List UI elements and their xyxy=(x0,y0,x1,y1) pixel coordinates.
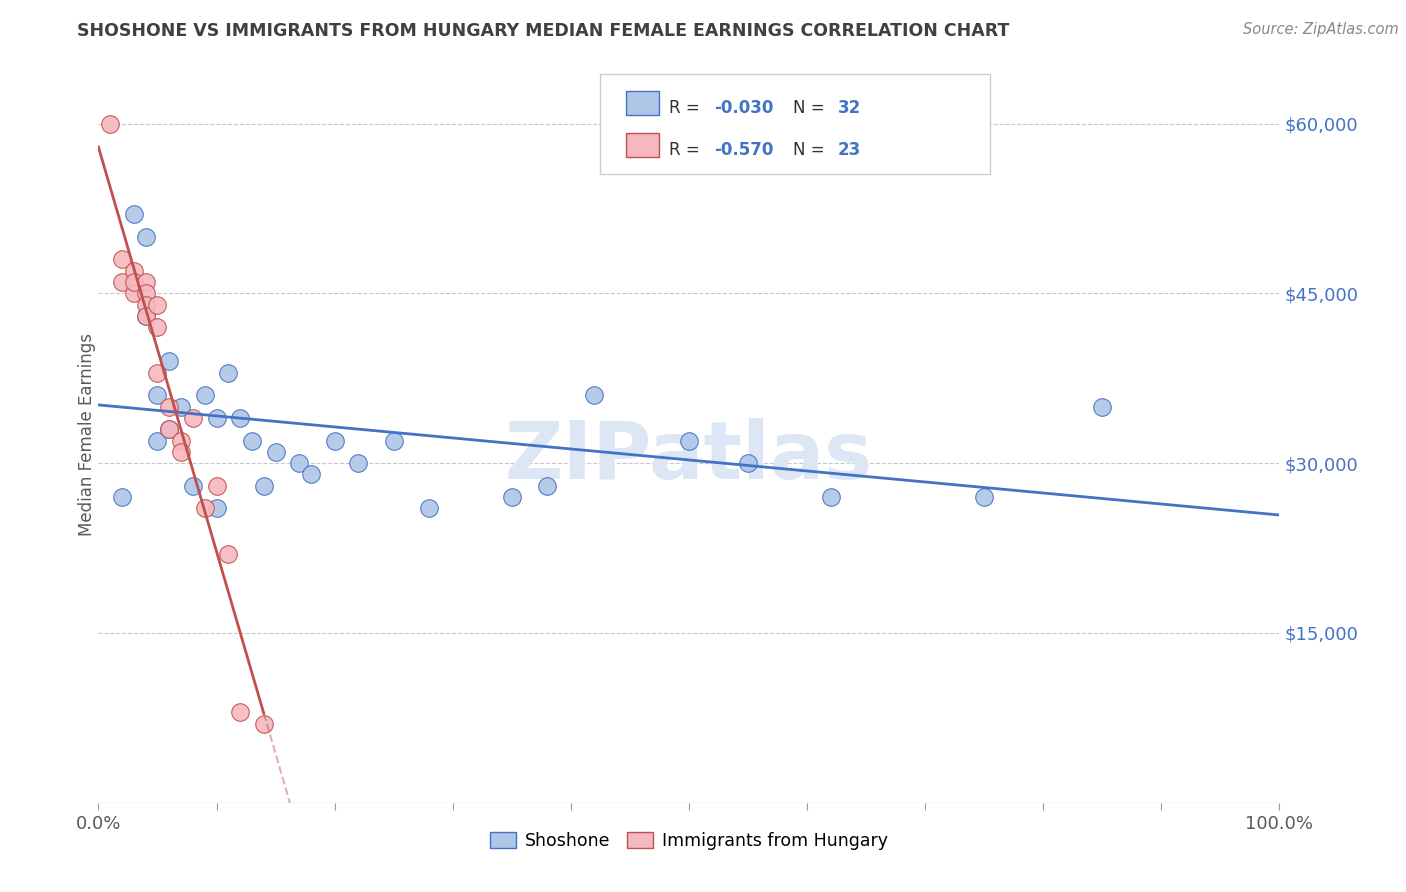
Point xyxy=(217,366,239,380)
Point xyxy=(170,434,193,448)
Point xyxy=(583,388,606,402)
Point xyxy=(181,479,204,493)
Text: Source: ZipAtlas.com: Source: ZipAtlas.com xyxy=(1243,22,1399,37)
Point xyxy=(382,434,405,448)
Point xyxy=(122,207,145,221)
Point xyxy=(194,388,217,402)
Point xyxy=(157,400,180,414)
Point xyxy=(111,490,134,504)
Point xyxy=(323,434,346,448)
Point xyxy=(98,116,121,130)
Point xyxy=(157,354,180,368)
Point xyxy=(146,434,169,448)
Point xyxy=(170,400,193,414)
Point xyxy=(253,479,276,493)
Point xyxy=(229,410,252,425)
Point xyxy=(157,422,180,436)
Point xyxy=(205,479,228,493)
Text: R =: R = xyxy=(669,141,704,160)
Point xyxy=(973,490,995,504)
Point xyxy=(820,490,842,504)
Point xyxy=(299,467,322,482)
Text: SHOSHONE VS IMMIGRANTS FROM HUNGARY MEDIAN FEMALE EARNINGS CORRELATION CHART: SHOSHONE VS IMMIGRANTS FROM HUNGARY MEDI… xyxy=(77,22,1010,40)
Point xyxy=(418,501,440,516)
Point xyxy=(205,501,228,516)
Point xyxy=(122,263,145,277)
Point xyxy=(135,298,157,312)
Point xyxy=(536,479,558,493)
Point xyxy=(217,547,239,561)
Point xyxy=(253,716,276,731)
Point xyxy=(1091,400,1114,414)
Text: 32: 32 xyxy=(838,99,860,117)
Point xyxy=(157,422,180,436)
Point xyxy=(737,456,759,470)
Point xyxy=(264,445,287,459)
Point xyxy=(135,275,157,289)
Text: ZIPatlas: ZIPatlas xyxy=(505,418,873,496)
Point xyxy=(194,501,217,516)
Point xyxy=(347,456,370,470)
FancyBboxPatch shape xyxy=(600,74,990,174)
Point xyxy=(135,229,157,244)
FancyBboxPatch shape xyxy=(626,133,659,157)
Point xyxy=(111,252,134,267)
Legend: Shoshone, Immigrants from Hungary: Shoshone, Immigrants from Hungary xyxy=(482,825,896,856)
Text: 23: 23 xyxy=(838,141,860,160)
Y-axis label: Median Female Earnings: Median Female Earnings xyxy=(79,334,96,536)
Point xyxy=(146,298,169,312)
Point xyxy=(678,434,700,448)
Point xyxy=(240,434,263,448)
Text: -0.570: -0.570 xyxy=(714,141,773,160)
Point xyxy=(135,309,157,323)
Point xyxy=(135,286,157,301)
Text: N =: N = xyxy=(793,141,830,160)
Point xyxy=(146,388,169,402)
Point xyxy=(501,490,523,504)
Text: N =: N = xyxy=(793,99,830,117)
Point xyxy=(111,275,134,289)
Point xyxy=(122,286,145,301)
Point xyxy=(146,320,169,334)
Point xyxy=(135,309,157,323)
Point xyxy=(146,366,169,380)
Point xyxy=(181,410,204,425)
Point xyxy=(288,456,311,470)
Text: -0.030: -0.030 xyxy=(714,99,773,117)
Point xyxy=(229,705,252,719)
Point xyxy=(122,275,145,289)
Text: R =: R = xyxy=(669,99,704,117)
FancyBboxPatch shape xyxy=(626,91,659,115)
Point xyxy=(170,445,193,459)
Point xyxy=(205,410,228,425)
